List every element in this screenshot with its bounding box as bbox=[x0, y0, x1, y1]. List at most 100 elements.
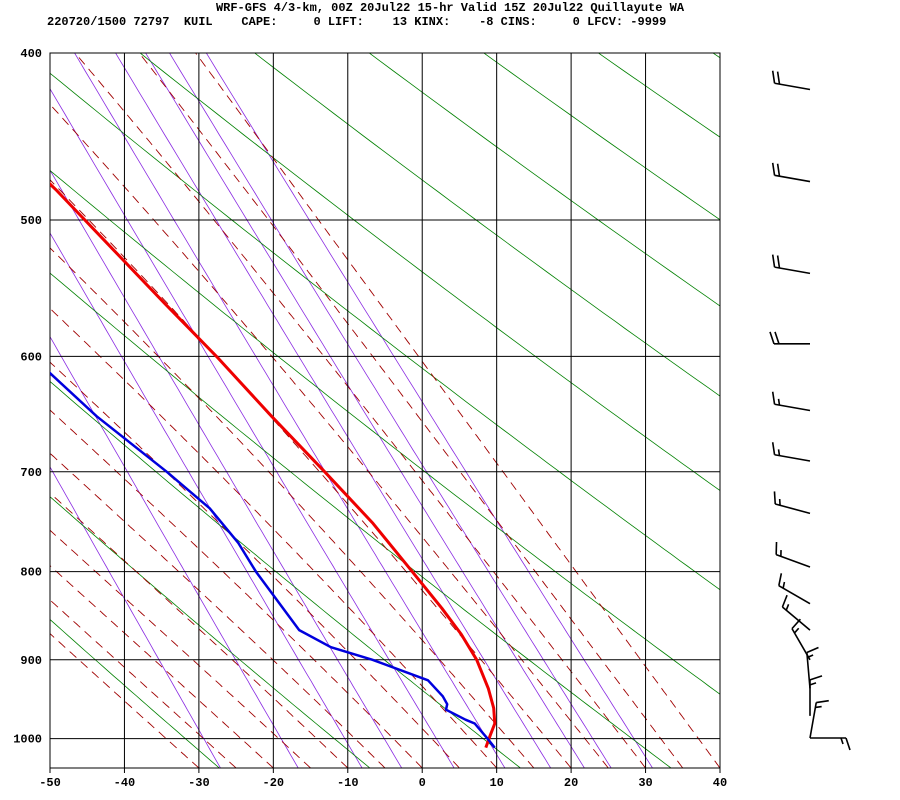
moist-adiabat bbox=[138, 53, 684, 768]
wind-barb-flag bbox=[778, 573, 783, 586]
x-tick-label: -30 bbox=[188, 776, 210, 790]
wind-barb-half-flag bbox=[840, 737, 844, 745]
wind-barb-staff bbox=[809, 702, 818, 739]
moist-adiabat bbox=[50, 632, 200, 768]
wind-barb-flag bbox=[781, 594, 788, 608]
moist-adiabat bbox=[50, 179, 572, 768]
wind-barb-staff bbox=[774, 174, 811, 183]
y-tick-label: 400 bbox=[20, 47, 42, 61]
wind-barb bbox=[771, 162, 811, 183]
wind-barb bbox=[773, 491, 811, 515]
x-tick-label: 40 bbox=[713, 776, 727, 790]
dry-adiabat bbox=[139, 53, 720, 492]
mixing-ratio-line bbox=[50, 169, 403, 768]
dewpoint-profile-line bbox=[50, 371, 496, 749]
wind-barb-staff bbox=[774, 266, 811, 275]
wind-barb bbox=[771, 442, 811, 462]
dry-adiabat bbox=[368, 53, 720, 307]
wind-barb-flag bbox=[773, 491, 777, 505]
mixing-ratio-line bbox=[50, 88, 455, 768]
chart-subtitle: 220720/1500 72797 KUIL CAPE: 0 LIFT: 13 … bbox=[47, 15, 666, 29]
x-tick-label: 20 bbox=[564, 776, 578, 790]
moist-adiabat bbox=[50, 409, 423, 768]
wind-barb bbox=[810, 737, 851, 751]
x-tick-label: 10 bbox=[489, 776, 503, 790]
wind-barb-staff bbox=[774, 403, 811, 412]
wind-barb-staff bbox=[774, 82, 811, 91]
wind-barb-flag bbox=[771, 442, 776, 455]
wind-barb bbox=[809, 675, 823, 716]
x-tick-label: -10 bbox=[337, 776, 359, 790]
y-tick-label: 900 bbox=[20, 654, 42, 668]
wind-barb bbox=[771, 70, 811, 91]
mixing-ratio-line bbox=[50, 232, 363, 768]
x-tick-label: 30 bbox=[638, 776, 652, 790]
y-tick-label: 1000 bbox=[13, 733, 42, 747]
moist-adiabat bbox=[50, 361, 460, 768]
dry-adiabat bbox=[50, 170, 720, 695]
x-tick-label: -50 bbox=[39, 776, 61, 790]
wind-barb-flag bbox=[771, 391, 776, 405]
wind-barb-half-flag bbox=[809, 682, 817, 686]
profiles bbox=[50, 181, 497, 749]
wind-barb-flag bbox=[776, 255, 781, 269]
wind-barb bbox=[771, 391, 811, 412]
wind-barb bbox=[809, 699, 829, 739]
mixing-ratio-line bbox=[145, 53, 585, 768]
mixing-ratio-line bbox=[169, 53, 612, 768]
wind-barb-flag bbox=[771, 70, 776, 84]
wind-barb-flag bbox=[769, 331, 775, 345]
wind-barb bbox=[769, 331, 810, 345]
wind-barbs bbox=[769, 70, 851, 751]
wind-barb-half-flag bbox=[782, 581, 786, 589]
wind-barb-half-flag bbox=[806, 654, 814, 659]
moist-adiabat bbox=[50, 599, 237, 768]
wind-barb-flag bbox=[771, 162, 776, 176]
wind-barb bbox=[778, 573, 811, 605]
y-tick-label: 600 bbox=[20, 350, 42, 364]
wind-barb-flag bbox=[774, 331, 780, 345]
wind-barb bbox=[806, 646, 819, 689]
x-tick-label: -40 bbox=[114, 776, 136, 790]
axis-ticks: 400 500 600 700 800 900 1000 -50 -40 -30 -20 -10 0 10… bbox=[13, 47, 727, 790]
wind-barb bbox=[781, 594, 811, 631]
wind-barb-half-flag bbox=[777, 449, 781, 456]
wind-barb-flag bbox=[809, 675, 823, 681]
wind-barb bbox=[771, 254, 811, 275]
wind-barb-flag bbox=[776, 71, 781, 85]
wind-barb-flag bbox=[845, 737, 851, 751]
wind-barb-flag bbox=[816, 699, 829, 704]
profile-clip-group bbox=[50, 181, 497, 749]
x-tick-label: 0 bbox=[419, 776, 426, 790]
mixing-ratio-line bbox=[115, 53, 552, 768]
wind-barb-flag bbox=[776, 163, 781, 177]
moist-adiabat bbox=[74, 53, 646, 768]
temperature-profile-line bbox=[50, 181, 497, 749]
wind-barb-half-flag bbox=[815, 705, 822, 709]
plot-frame bbox=[49, 52, 721, 769]
dry-adiabat bbox=[50, 72, 720, 591]
wind-barb bbox=[775, 542, 811, 568]
y-tick-label: 800 bbox=[20, 566, 42, 580]
wind-barb-flag bbox=[806, 646, 819, 654]
y-tick-label: 500 bbox=[20, 214, 42, 228]
dry-adiabat bbox=[254, 53, 720, 397]
dry-adiabat bbox=[50, 496, 371, 768]
moist-adiabat bbox=[50, 247, 535, 768]
grid bbox=[49, 52, 721, 769]
mixing-ratio-line bbox=[50, 466, 221, 768]
wind-barb-staff bbox=[781, 606, 811, 631]
wind-barb-half-flag bbox=[785, 604, 790, 611]
wind-barb-flag bbox=[791, 618, 801, 630]
wind-barb-half-flag bbox=[793, 627, 800, 634]
dry-adiabat bbox=[50, 618, 220, 768]
chart-title: WRF-GFS 4/3-km, 00Z 20Jul22 15-hr Valid … bbox=[216, 1, 685, 15]
wind-barb-half-flag bbox=[777, 398, 781, 406]
wind-barb-staff bbox=[774, 453, 811, 462]
wind-barb-staff bbox=[775, 553, 811, 568]
wind-barb-staff bbox=[775, 503, 811, 515]
x-tick-label: -20 bbox=[263, 776, 285, 790]
moist-adiabat bbox=[50, 565, 274, 768]
reference-lines bbox=[50, 53, 720, 768]
